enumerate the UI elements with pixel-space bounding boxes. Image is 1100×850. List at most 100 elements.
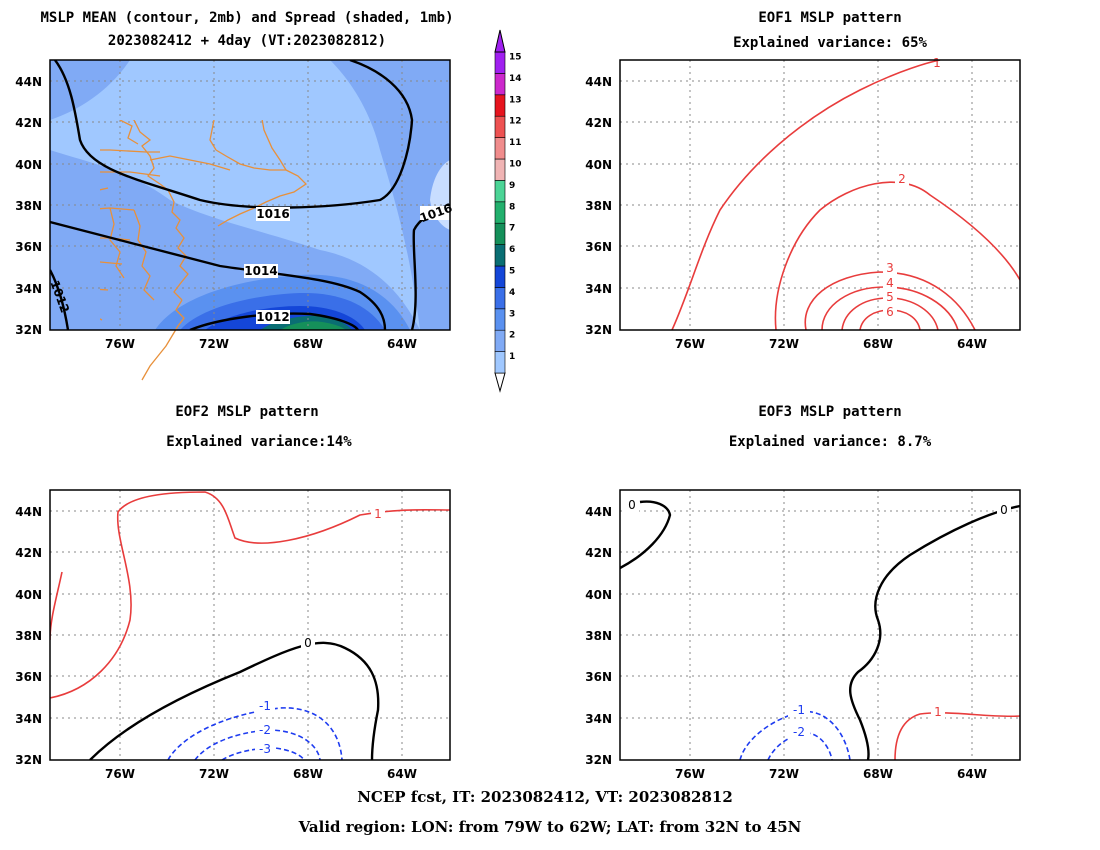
svg-text:40N: 40N xyxy=(585,588,612,602)
svg-text:32N: 32N xyxy=(585,753,612,767)
mean-lat-labels: 44N 42N 40N 38N 36N 34N 32N xyxy=(15,75,42,337)
colorbar-level-label: 6 xyxy=(509,245,515,255)
eof3-lat-labels: 44N 42N 40N 38N 36N 34N 32N xyxy=(585,505,612,767)
colorbar-swatch xyxy=(494,329,506,352)
eof1-contours xyxy=(671,60,1020,330)
svg-text:76W: 76W xyxy=(675,767,705,781)
eof3-frame xyxy=(619,489,1021,761)
eof3-panel-title: EOF3 MSLP pattern xyxy=(758,404,902,420)
contour-label: 1014 xyxy=(244,264,277,278)
eof3-contours xyxy=(620,500,1020,760)
contour-label: 1012 xyxy=(256,310,289,324)
contour-label: 2 xyxy=(898,172,906,186)
svg-text:44N: 44N xyxy=(585,75,612,89)
mean-panel: 1016 1014 1012 1016 1012 44N 42N 40N 38N… xyxy=(15,59,454,381)
svg-text:40N: 40N xyxy=(15,588,42,602)
colorbar-swatch xyxy=(494,308,506,331)
footer-forecast-info: NCEP fcst, IT: 2023082412, VT: 202308281… xyxy=(357,788,733,806)
colorbar-swatch xyxy=(494,51,506,74)
colorbar-level-label: 9 xyxy=(509,181,515,191)
mean-contour-labels: 1016 1014 1012 1016 1012 xyxy=(47,201,454,324)
colorbar-level-label: 12 xyxy=(509,117,522,127)
svg-text:36N: 36N xyxy=(15,670,42,684)
eof2-panel: 1 0 -1 -2 -3 44N 42N 40N 38N 36N 34N 32N… xyxy=(15,489,451,810)
mean-frame xyxy=(49,59,451,331)
svg-text:42N: 42N xyxy=(585,116,612,130)
eof1-lat-labels: 44N 42N 40N 38N 36N 34N 32N xyxy=(585,75,612,337)
spread-shading xyxy=(50,60,450,330)
svg-text:40N: 40N xyxy=(585,158,612,172)
svg-text:64W: 64W xyxy=(387,767,417,781)
eof3-grid xyxy=(620,490,1020,760)
colorbar-level-label: 1 xyxy=(509,352,515,362)
svg-text:34N: 34N xyxy=(15,282,42,296)
contour-label: 5 xyxy=(886,290,894,304)
footer-valid-region: Valid region: LON: from 79W to 62W; LAT:… xyxy=(298,818,802,836)
svg-text:36N: 36N xyxy=(585,670,612,684)
svg-text:34N: 34N xyxy=(585,712,612,726)
svg-text:72W: 72W xyxy=(199,767,229,781)
contour-label: 0 xyxy=(628,498,636,512)
colorbar-level-label: 13 xyxy=(509,95,522,105)
colorbar-swatch xyxy=(494,244,506,267)
contour-label: 1 xyxy=(934,705,942,719)
contour-label: -2 xyxy=(793,725,805,739)
colorbar-swatch xyxy=(494,222,506,245)
colorbar-swatch xyxy=(494,94,506,117)
eof1-panel-title: EOF1 MSLP pattern xyxy=(758,10,902,26)
svg-text:38N: 38N xyxy=(15,629,42,643)
svg-text:64W: 64W xyxy=(957,337,987,351)
colorbar-min-arrow xyxy=(494,372,506,393)
contour-label: -2 xyxy=(259,723,271,737)
eof3-lon-labels: 76W 72W 68W 64W xyxy=(675,767,987,781)
svg-text:68W: 68W xyxy=(863,767,893,781)
eof2-coastline xyxy=(50,490,306,810)
contour-label: 4 xyxy=(886,276,894,290)
eof3-contour-labels: 0 0 -1 -2 1 xyxy=(625,498,1011,739)
svg-text:68W: 68W xyxy=(863,337,893,351)
svg-text:76W: 76W xyxy=(105,767,135,781)
svg-text:32N: 32N xyxy=(585,323,612,337)
eof2-frame xyxy=(49,489,451,761)
svg-text:40N: 40N xyxy=(15,158,42,172)
svg-text:72W: 72W xyxy=(769,767,799,781)
colorbar-swatch xyxy=(494,73,506,96)
eof2-lat-labels: 44N 42N 40N 38N 36N 34N 32N xyxy=(15,505,42,767)
eof1-lon-labels: 76W 72W 68W 64W xyxy=(675,337,987,351)
colorbar-swatch xyxy=(494,351,506,374)
contour-label: -1 xyxy=(793,703,805,717)
eof3-panel: 0 0 -1 -2 1 44N 42N 40N 38N 36N 34N 32N … xyxy=(585,489,1021,781)
eof1-panel: 2 1 3 4 5 6 44N 42N 40N 38N 36N 34N 32N … xyxy=(585,56,1021,380)
svg-text:64W: 64W xyxy=(957,767,987,781)
eof1-contour-labels: 2 1 3 4 5 6 xyxy=(883,56,941,319)
svg-text:34N: 34N xyxy=(585,282,612,296)
eof2-contour-labels: 1 0 -1 -2 -3 xyxy=(255,507,385,756)
colorbar-level-label: 5 xyxy=(509,266,515,276)
svg-text:36N: 36N xyxy=(585,240,612,254)
svg-text:34N: 34N xyxy=(15,712,42,726)
eof1-grid xyxy=(620,60,1020,330)
mean-grid xyxy=(50,60,450,330)
eof2-grid xyxy=(50,490,450,760)
svg-text:32N: 32N xyxy=(15,323,42,337)
mean-panel-subtitle: 2023082412 + 4day (VT:2023082812) xyxy=(107,33,387,49)
contour-label: 6 xyxy=(886,305,894,319)
colorbar-swatch xyxy=(494,201,506,224)
svg-text:76W: 76W xyxy=(675,337,705,351)
colorbar-level-label: 10 xyxy=(509,159,522,169)
svg-text:38N: 38N xyxy=(15,199,42,213)
svg-text:68W: 68W xyxy=(293,337,323,351)
eof2-panel-title: EOF2 MSLP pattern xyxy=(175,404,319,420)
svg-text:44N: 44N xyxy=(15,505,42,519)
svg-text:76W: 76W xyxy=(105,337,135,351)
svg-text:72W: 72W xyxy=(769,337,799,351)
eof2-contours xyxy=(50,491,450,760)
colorbar-level-label: 14 xyxy=(509,74,522,84)
colorbar-swatch xyxy=(494,137,506,160)
colorbar-level-label: 2 xyxy=(509,331,515,341)
svg-text:72W: 72W xyxy=(199,337,229,351)
colorbar-level-label: 15 xyxy=(509,52,522,62)
svg-text:42N: 42N xyxy=(15,546,42,560)
eof1-coastline xyxy=(620,60,876,380)
